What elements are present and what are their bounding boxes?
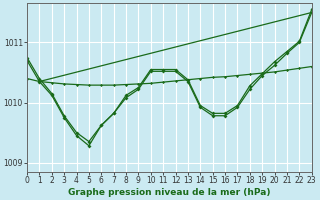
X-axis label: Graphe pression niveau de la mer (hPa): Graphe pression niveau de la mer (hPa) <box>68 188 271 197</box>
